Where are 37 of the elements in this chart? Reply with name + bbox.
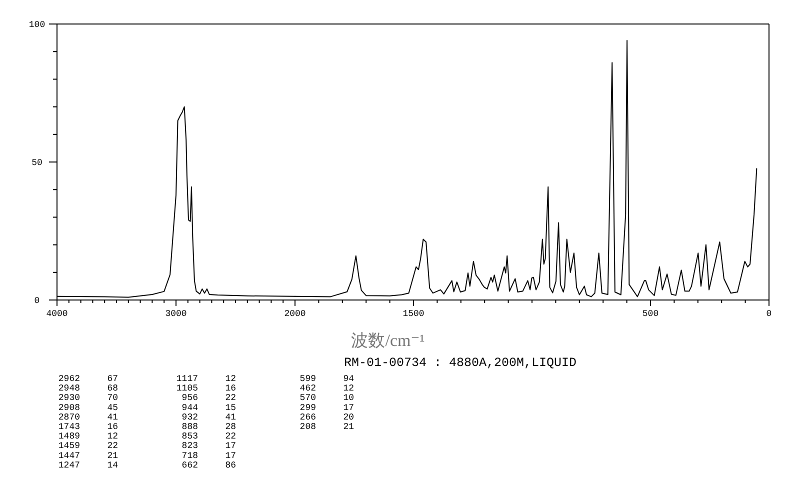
text: 1459 22 xyxy=(58,441,118,452)
text: 1447 21 xyxy=(58,450,118,461)
x-axis-title: 波数/cm⁻¹ xyxy=(351,331,425,350)
text: 662 86 xyxy=(182,460,236,470)
text: 2870 41 xyxy=(58,412,118,422)
text: 1105 16 xyxy=(176,384,236,394)
y-tick-label: 50 xyxy=(32,158,42,168)
text: 1743 16 xyxy=(58,422,118,432)
text: 944 15 xyxy=(182,402,236,413)
text: 718 17 xyxy=(182,450,236,461)
text: 853 22 xyxy=(182,432,236,442)
text: 1117 12 xyxy=(176,374,236,384)
x-tick-label: 4000 xyxy=(46,309,68,319)
text: 1489 12 xyxy=(58,432,118,442)
text: 462 12 xyxy=(300,384,354,394)
text: 599 94 xyxy=(300,374,354,384)
text: 208 21 xyxy=(300,422,354,432)
text: 2948 68 xyxy=(58,384,118,394)
text: 932 41 xyxy=(182,412,236,422)
text: 823 17 xyxy=(182,441,236,452)
text: RM-01-00734 : 4880A,200M,LIQUID xyxy=(344,356,577,370)
text: 299 17 xyxy=(300,402,354,413)
text: 570 10 xyxy=(300,393,354,404)
text: 2930 70 xyxy=(58,393,118,404)
x-tick-label: 1500 xyxy=(402,309,424,319)
text: 2962 67 xyxy=(58,374,118,384)
y-tick-label: 100 xyxy=(28,20,46,30)
x-tick-label: 500 xyxy=(642,309,659,319)
x-tick-label: 0 xyxy=(766,309,772,319)
text: 956 22 xyxy=(182,393,236,404)
x-tick-label: 2000 xyxy=(284,309,306,319)
text: 266 20 xyxy=(300,412,354,422)
text: 1247 14 xyxy=(58,460,118,470)
y-tick-label: 0 xyxy=(34,296,40,306)
text: 888 28 xyxy=(182,422,236,432)
x-tick-label: 3000 xyxy=(165,309,187,319)
text: 2908 45 xyxy=(58,402,118,413)
